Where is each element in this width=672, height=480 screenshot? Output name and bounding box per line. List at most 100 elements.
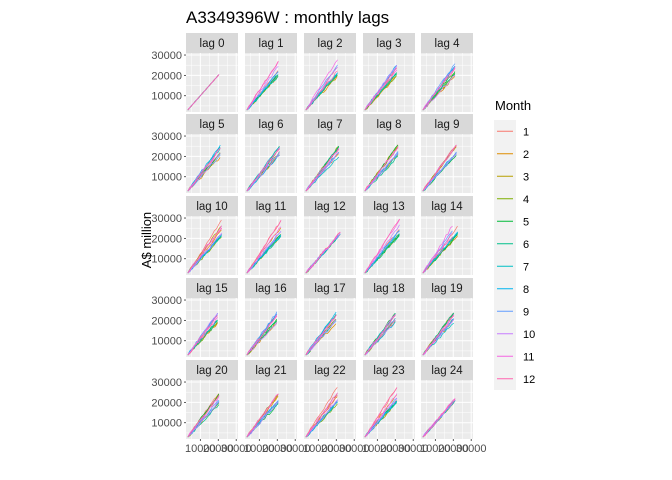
facet-panel: lag 9	[421, 114, 473, 193]
series-line-month-1	[305, 387, 338, 438]
series-line-month-12	[422, 398, 456, 438]
series-line-month-12	[246, 220, 282, 274]
series-line-month-11	[305, 59, 338, 111]
y-tick-label: 10000	[151, 336, 182, 348]
facet-strip	[363, 196, 415, 216]
facet-strip-label: lag 5	[200, 119, 225, 131]
series-line-month-10	[305, 319, 337, 356]
facet-panel: lag 19	[421, 278, 473, 357]
facet-panel: lag 4	[421, 33, 473, 112]
facet-panel: lag 13	[363, 196, 415, 275]
facet-panel: lag 14	[421, 196, 473, 275]
facet-strip-label: lag 8	[377, 119, 402, 131]
series-line-month-12	[246, 315, 278, 356]
x-tick-label: 10000	[185, 443, 216, 455]
series-line-month-10	[305, 152, 340, 192]
x-tick-label: 20000	[203, 443, 234, 455]
series-line-month-12	[246, 148, 280, 192]
series-line-month-10	[246, 66, 279, 111]
legend-label-month-4: 4	[523, 194, 529, 206]
series-line-month-12	[305, 394, 338, 438]
facet-strip	[304, 196, 356, 216]
facet-strip	[245, 196, 297, 216]
series-line-month-12	[246, 60, 279, 111]
series-line-month-8	[305, 311, 337, 356]
facet-panel: lag 17	[304, 278, 356, 357]
facet-strip-label: lag 10	[196, 201, 227, 213]
series-line-month-9	[246, 311, 278, 356]
facet-strip-label: lag 23	[373, 365, 404, 377]
facet-strip-label: lag 6	[259, 119, 284, 131]
facet-strip	[186, 360, 238, 380]
series-line-month-11	[364, 313, 396, 356]
legend-label-month-7: 7	[523, 261, 529, 273]
y-tick-label: 30000	[151, 50, 182, 62]
facet-strip	[421, 33, 473, 53]
facet-strip-label: lag 12	[314, 201, 345, 213]
series-line-month-10	[246, 322, 278, 356]
facet-strip-label: lag 22	[314, 365, 345, 377]
facet-panel: lag 18	[363, 278, 415, 357]
series-line-month-12	[364, 67, 398, 111]
series-line-month-10	[187, 401, 220, 438]
facet-strip-label: lag 3	[377, 38, 402, 50]
series-line-month-9	[364, 65, 398, 111]
facet-strip	[186, 278, 238, 298]
facet-strip-label: lag 24	[431, 365, 463, 377]
series-line-month-12	[187, 394, 220, 438]
y-tick-label: 20000	[151, 397, 182, 409]
facet-strip	[421, 278, 473, 298]
facet-strip-label: lag 1	[259, 38, 284, 50]
facet-strip	[304, 278, 356, 298]
legend-title: Month	[495, 98, 531, 113]
facet-strip	[304, 114, 356, 134]
series-line-month-11	[246, 314, 278, 356]
series-line-month-11	[364, 393, 398, 438]
facet-panel: lag 12	[304, 196, 356, 275]
series-line-month-12	[422, 315, 455, 356]
facet-strip	[186, 196, 238, 216]
x-tick-label: 10000	[244, 443, 275, 455]
facet-strip	[421, 114, 473, 134]
facet-panel: lag 10 10000 20000 30000	[151, 196, 238, 275]
series-line-month-9	[305, 400, 338, 438]
facet-panel: lag 3	[363, 33, 415, 112]
series-line-month-11	[422, 144, 457, 192]
y-tick-label: 10000	[151, 418, 182, 430]
series-line-month-10	[246, 401, 279, 438]
x-tick-label: 30000	[221, 443, 252, 455]
series-line-month-10	[422, 74, 456, 111]
series-line-month-8	[246, 155, 280, 192]
legend-key-background	[494, 120, 516, 390]
facet-strip-label: lag 14	[431, 201, 463, 213]
facet-panel: lag 7	[304, 114, 356, 193]
facet-strip-label: lag 13	[373, 201, 404, 213]
x-tick-label: 30000	[280, 443, 311, 455]
facet-strip	[245, 360, 297, 380]
x-tick-label: 10000	[362, 443, 393, 455]
facet-strip	[186, 33, 238, 53]
legend-label-month-10: 10	[523, 329, 535, 341]
x-tick-label: 30000	[456, 443, 487, 455]
facet-panel: lag 8	[363, 114, 415, 193]
facet-strip	[363, 33, 415, 53]
facet-strip	[363, 114, 415, 134]
series-line-month-10	[187, 232, 223, 274]
facet-strip-label: lag 9	[435, 119, 460, 131]
facet-panel: lag 2	[304, 33, 356, 112]
series-line-month-10	[305, 399, 338, 438]
series-line-month-12	[364, 218, 400, 274]
facet-strip	[363, 278, 415, 298]
x-tick-label: 20000	[321, 443, 352, 455]
series-line-month-11	[422, 314, 455, 356]
legend-label-month-5: 5	[523, 216, 529, 228]
series-line-month-8	[364, 230, 400, 274]
x-tick-label: 20000	[262, 443, 293, 455]
facet-strip-label: lag 16	[255, 283, 286, 295]
series-line-month-12	[364, 315, 396, 356]
series-line-month-12	[422, 144, 457, 192]
